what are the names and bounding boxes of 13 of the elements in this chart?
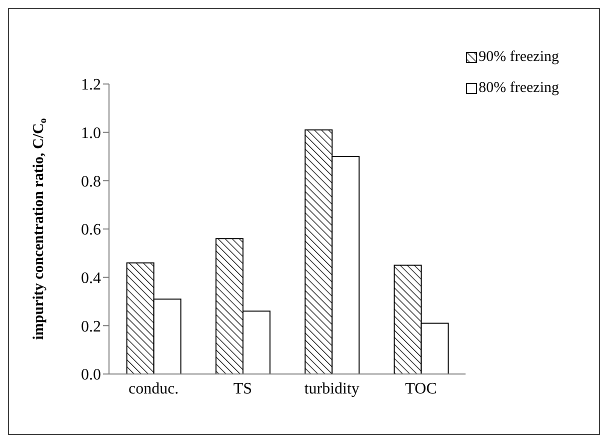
y-tick-label: 0.0 — [81, 366, 101, 384]
legend-label: 80% freezing — [478, 80, 559, 97]
y-tick-label: 0.6 — [81, 222, 101, 239]
x-tick-label: TOC — [405, 380, 437, 398]
x-tick-label: conduc. — [128, 380, 179, 398]
legend-label: 90% freezing — [478, 49, 559, 66]
y-tick-label: 1.0 — [81, 125, 101, 142]
y-tick-label: 0.2 — [81, 318, 101, 336]
y-tick-label: 0.8 — [81, 173, 101, 190]
y-tick-label: 1.2 — [81, 76, 101, 94]
x-tick-label: TS — [233, 380, 252, 398]
x-tick-label: turbidity — [304, 380, 360, 398]
y-tick-label: 0.4 — [81, 270, 101, 288]
